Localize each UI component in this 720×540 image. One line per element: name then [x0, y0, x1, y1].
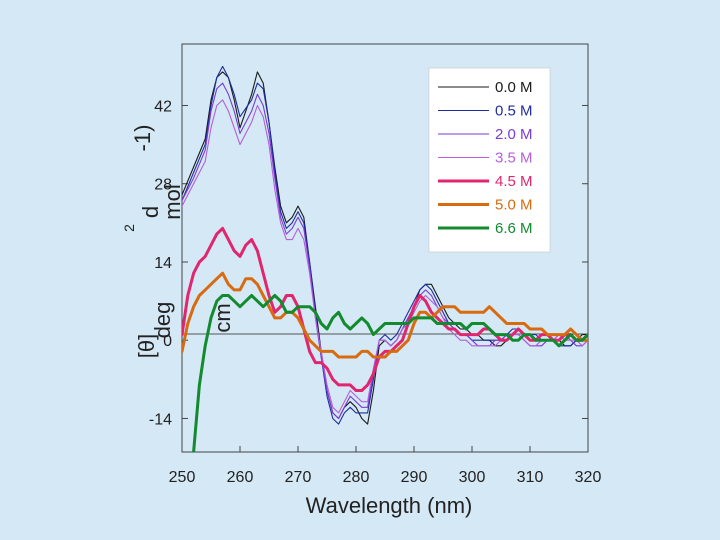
series-line-3-5-m: [182, 99, 588, 414]
legend-label: 4.5 M: [495, 173, 533, 190]
y-tick-label: -14: [149, 411, 172, 428]
y-label-cm: cm: [210, 303, 235, 332]
legend: 0.0 M 0.5 M 2.0 M 3.5 M 4.5 M 5.0 M 6.6 M: [438, 79, 533, 237]
series-layer: [182, 65, 588, 452]
y-tick-label: 28: [154, 177, 172, 194]
y-label-mol: mol: [160, 184, 185, 219]
legend-label: 3.5 M: [495, 150, 533, 167]
x-ticks: 250 260 270 280 290 300 310 320: [169, 446, 602, 486]
x-tick-label: 290: [401, 469, 428, 486]
y-label-neg: -1): [130, 125, 155, 152]
legend-label: 2.0 M: [495, 126, 533, 143]
x-tick-label: 270: [285, 469, 312, 486]
legend-box: [428, 67, 551, 253]
series-line-6-6-m: [192, 294, 588, 452]
y-tick-label: 42: [154, 98, 172, 115]
x-tick-label: 300: [459, 469, 486, 486]
x-tick-label: 260: [227, 469, 254, 486]
x-tick-label: 250: [169, 469, 196, 486]
series-line-5-0-m: [182, 271, 588, 359]
legend-label: 5.0 M: [495, 197, 533, 214]
legend-label: 0.0 M: [495, 79, 533, 96]
y-label-deg: deg: [150, 302, 175, 339]
x-tick-label: 320: [575, 469, 602, 486]
y-label-d: d: [138, 206, 163, 218]
legend-label: 6.6 M: [495, 220, 533, 237]
y-label-theta: [θ]: [134, 334, 159, 358]
x-axis-title: Wavelength (nm): [306, 493, 473, 518]
series-line-4-5-m: [182, 226, 588, 392]
x-tick-label: 280: [343, 469, 370, 486]
y-tick-label: 14: [154, 255, 172, 272]
y-label-sq: 2: [121, 224, 137, 232]
legend-label: 0.5 M: [495, 103, 533, 120]
x-tick-label: 310: [517, 469, 544, 486]
y-tick-label: 0: [163, 333, 172, 350]
